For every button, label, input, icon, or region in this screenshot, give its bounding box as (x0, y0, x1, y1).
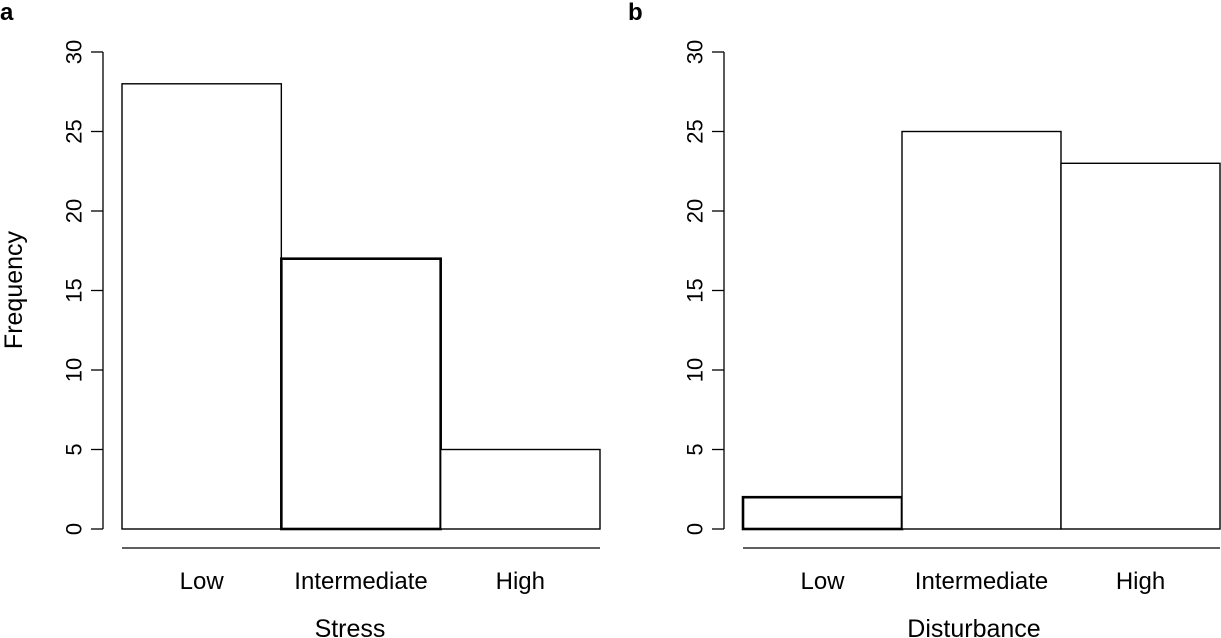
y-tick-label: 5 (683, 443, 708, 455)
x-tick-label: Intermediate (294, 568, 427, 595)
x-tick-label: Intermediate (915, 568, 1048, 595)
x-axis-title: Stress (315, 615, 386, 638)
bar-high (1060, 162, 1221, 530)
y-tick-label: 0 (683, 523, 708, 535)
y-tick-label: 25 (683, 119, 708, 143)
y-tick-label: 0 (62, 523, 87, 535)
x-tick-label: Low (180, 568, 225, 595)
x-tick-label: High (496, 568, 545, 595)
x-tick-label: High (1116, 568, 1165, 595)
bar-low (121, 83, 283, 530)
y-tick-label: 30 (683, 40, 708, 64)
y-tick-label: 10 (683, 358, 708, 382)
panel-b: b 0 5 10 15 20 25 30 Low Intermediate High Distu… (628, 0, 1221, 638)
y-tick-label: 30 (62, 40, 87, 64)
y-tick-label: 25 (62, 119, 87, 143)
bar-intermediate (280, 257, 442, 531)
y-axis-title: Frequency (0, 230, 28, 349)
y-tick-label: 20 (62, 199, 87, 223)
x-categories: Low Intermediate High (800, 568, 1165, 595)
y-tick-label: 20 (683, 199, 708, 223)
bar-low (741, 495, 904, 531)
bars (741, 130, 1221, 531)
bars (121, 83, 601, 531)
y-ticks: 0 5 10 15 20 25 30 (683, 40, 724, 535)
bar-intermediate (901, 130, 1062, 530)
panel-label: b (628, 0, 643, 26)
x-axis-title: Disturbance (907, 615, 1040, 638)
y-tick-label: 5 (62, 443, 87, 455)
panel-label: a (0, 0, 14, 26)
y-tick-label: 10 (62, 358, 87, 382)
x-categories: Low Intermediate High (180, 568, 545, 595)
y-tick-label: 15 (683, 278, 708, 302)
x-tick-label: Low (800, 568, 845, 595)
bar-high (439, 448, 601, 530)
y-tick-label: 15 (62, 278, 87, 302)
panel-a: a Frequency 0 5 10 15 20 25 30 Low Intermediate… (0, 0, 601, 638)
y-ticks: 0 5 10 15 20 25 30 (62, 40, 103, 535)
